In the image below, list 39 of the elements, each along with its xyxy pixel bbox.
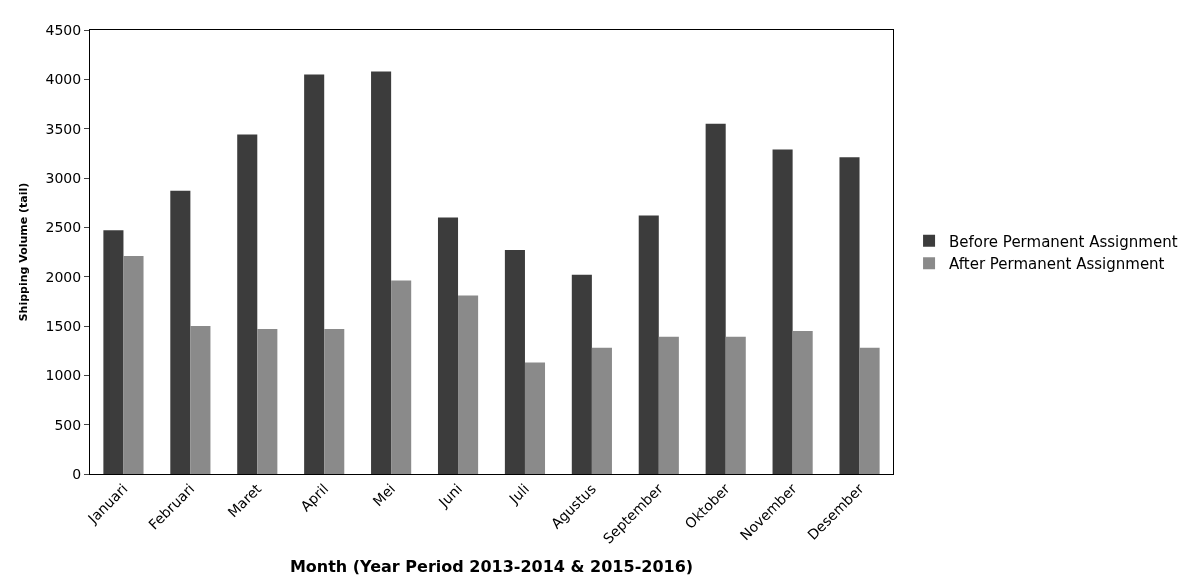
y-tick-label: 2500: [45, 219, 82, 236]
y-tick-label: 1500: [45, 317, 82, 334]
bar: [371, 71, 392, 474]
bar: [591, 347, 612, 474]
y-tick-label: 4000: [45, 71, 82, 88]
x-tick-label: Mei: [369, 480, 399, 510]
y-tick-label: 4500: [45, 21, 82, 38]
bar: [304, 74, 325, 474]
bar: [504, 250, 525, 474]
bar: [725, 336, 746, 474]
y-tick-label: 1000: [45, 367, 82, 384]
bar: [571, 274, 592, 474]
bar: [859, 347, 880, 474]
bar: [792, 330, 813, 474]
bar: [257, 328, 278, 474]
bar: [190, 326, 211, 474]
bar: [437, 217, 459, 474]
bar: [772, 149, 793, 474]
y-tick-label: 500: [54, 416, 82, 433]
x-axis-title: Month (Year Period 2013-2014 & 2015-2016): [289, 557, 694, 577]
legend-label: Before Permanent Assignment: [949, 232, 1178, 251]
bar: [839, 157, 860, 474]
bar: [458, 295, 479, 474]
legend-label: After Permanent Assignment: [949, 255, 1165, 274]
bar: [123, 255, 144, 474]
bar: [237, 134, 258, 474]
y-tick-label: 3000: [45, 169, 82, 186]
bar: [324, 328, 345, 474]
bar: [103, 230, 124, 474]
bar: [391, 280, 412, 474]
bar: [658, 336, 679, 474]
bar: [170, 190, 191, 474]
bar: [705, 123, 726, 474]
y-tick-label: 2000: [45, 268, 82, 285]
y-axis-title: Shipping Volume (tail): [17, 182, 31, 322]
bar: [524, 362, 546, 474]
y-tick-label: 3500: [45, 120, 82, 137]
bar: [638, 215, 659, 474]
y-tick-label: 0: [72, 465, 82, 482]
